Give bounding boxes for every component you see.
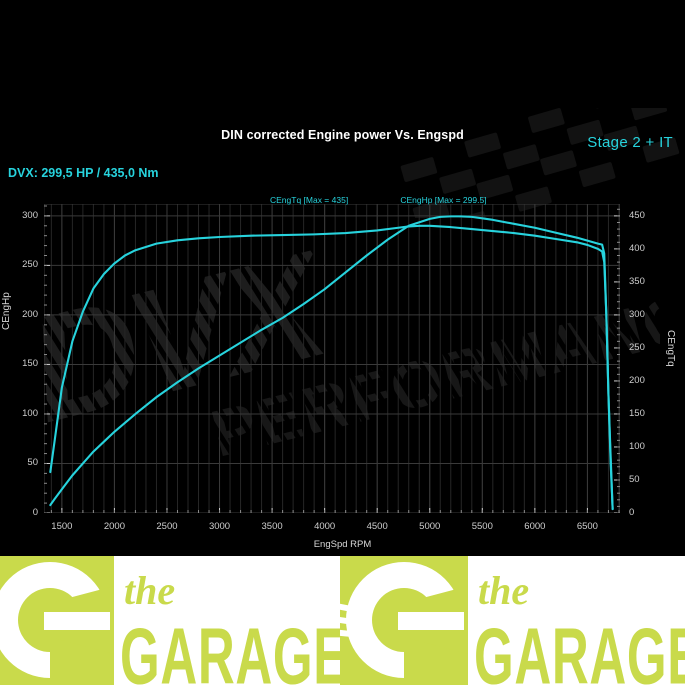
y-tick-right-450: 450 (629, 209, 645, 221)
y-tick-right-50: 50 (629, 473, 640, 485)
chart-title: DIN corrected Engine power Vs. Engspd (221, 128, 464, 142)
x-tick-5500: 5500 (471, 521, 493, 532)
y-tick-right-100: 100 (629, 440, 645, 452)
y-tick-left-200: 200 (22, 308, 38, 320)
x-tick-6500: 6500 (576, 521, 598, 532)
y-axis-right-title: CEngTq (665, 330, 676, 367)
plot-svg (44, 204, 620, 513)
x-axis-title: EngSpd RPM (313, 539, 372, 550)
y-tick-right-300: 300 (629, 308, 645, 320)
y-tick-right-400: 400 (629, 242, 645, 254)
y-tick-left-150: 150 (22, 358, 38, 370)
x-tick-4500: 4500 (366, 521, 388, 532)
y-tick-left-250: 250 (22, 259, 38, 271)
y-tick-right-200: 200 (629, 374, 645, 386)
stage-label: Stage 2 + IT (587, 134, 673, 151)
y-tick-right-150: 150 (629, 407, 645, 419)
garage-logo: the GARAGE (0, 556, 340, 685)
x-tick-3500: 3500 (261, 521, 283, 532)
svg-text:the: the (478, 568, 529, 613)
y-tick-right-0: 0 (629, 507, 635, 518)
y-tick-left-50: 50 (27, 457, 38, 469)
garage-logo: the GARAGE (340, 556, 685, 685)
x-tick-6000: 6000 (524, 521, 546, 532)
series-annotation-cengtq: CEngTq [Max = 435] (269, 195, 349, 205)
svg-text:GARAGE: GARAGE (120, 612, 340, 685)
x-tick-4000: 4000 (314, 521, 336, 532)
x-tick-1500: 1500 (51, 521, 73, 532)
y-tick-left-0: 0 (32, 507, 38, 518)
dvx-performance-watermark: DVX PERFORMANCE (20, 217, 660, 470)
y-tick-left-100: 100 (22, 407, 38, 419)
y-tick-right-350: 350 (629, 275, 645, 287)
y-tick-left-300: 300 (22, 209, 38, 221)
garage-logo-banner: the GARAGE the GARAGE (0, 556, 685, 685)
x-tick-3000: 3000 (208, 521, 231, 532)
x-tick-5000: 5000 (419, 521, 441, 532)
svg-text:the: the (124, 568, 175, 613)
plot-area (44, 204, 620, 513)
dvx-peak-readout: DVX: 299,5 HP / 435,0 Nm (8, 166, 159, 180)
svg-text:GARAGE: GARAGE (474, 612, 685, 685)
chart-panel: DVX PERFORMANCE DIN corrected Engine pow… (1, 108, 680, 550)
x-tick-2500: 2500 (156, 521, 178, 532)
y-tick-right-250: 250 (629, 341, 645, 353)
series-annotation-cenghp: CEngHp [Max = 299.5] (400, 195, 487, 205)
x-tick-2000: 2000 (103, 521, 125, 532)
